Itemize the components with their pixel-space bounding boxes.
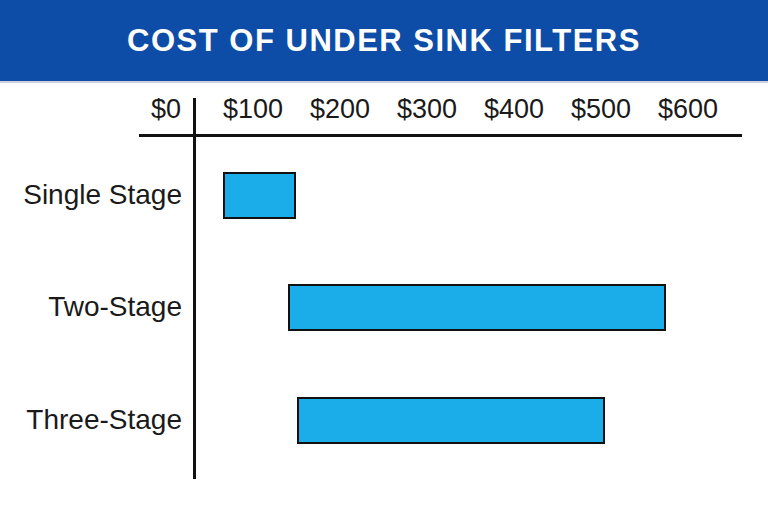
x-tick-400: $400 [484, 94, 544, 125]
x-tick-500: $500 [571, 94, 631, 125]
x-tick-100: $100 [223, 94, 283, 125]
x-axis-line [139, 134, 742, 137]
bar-single-stage [223, 172, 297, 219]
bar-two-stage [288, 284, 666, 331]
x-tick-300: $300 [397, 94, 457, 125]
x-tick-600: $600 [658, 94, 718, 125]
category-label-single-stage: Single Stage [0, 175, 182, 215]
cost-range-bar-chart: $0 $100 $200 $300 $400 $500 $600 Single Stage T… [0, 0, 768, 512]
category-label-two-stage: Two-Stage [0, 287, 182, 327]
x-tick-200: $200 [310, 94, 370, 125]
bar-three-stage [297, 397, 606, 444]
category-label-three-stage: Three-Stage [0, 400, 182, 440]
x-tick-0: $0 [151, 94, 181, 125]
y-axis-line [193, 98, 196, 479]
